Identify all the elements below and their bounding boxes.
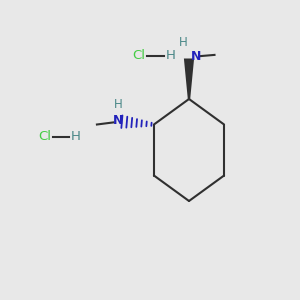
Text: N: N xyxy=(190,50,201,63)
Text: Cl: Cl xyxy=(133,49,146,62)
Text: H: H xyxy=(114,98,122,112)
Text: Cl: Cl xyxy=(38,130,51,143)
Text: H: H xyxy=(166,49,176,62)
Text: H: H xyxy=(178,36,188,50)
Text: N: N xyxy=(113,114,123,128)
Text: H: H xyxy=(71,130,81,143)
Polygon shape xyxy=(184,58,194,99)
